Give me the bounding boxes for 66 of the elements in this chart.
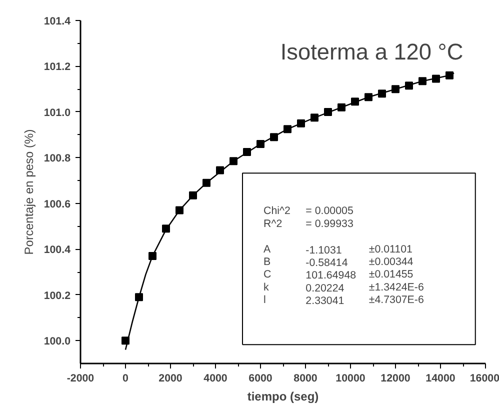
- y-tick-label: 100.6: [44, 198, 71, 210]
- annotation: C: [264, 268, 272, 281]
- annotation: 2.33041: [306, 295, 344, 308]
- point: [243, 148, 251, 156]
- x-tick-label: 4000: [204, 372, 228, 384]
- annotation: ±1.3424E-6: [368, 281, 424, 294]
- y-axis-title: Porcentaje en peso (%): [22, 129, 36, 255]
- y-tick-label: 101.2: [44, 61, 71, 74]
- annotation: 101.64948: [306, 270, 356, 282]
- y-tick-label: 100.0: [44, 336, 71, 348]
- point: [392, 85, 400, 94]
- point: [378, 90, 386, 98]
- text: Isoterma a 120 °C: [280, 38, 464, 64]
- annotation: ±4.7307E-6: [368, 294, 424, 306]
- annotation: A: [264, 243, 272, 256]
- annotation: -0.58414: [306, 256, 348, 269]
- point: [446, 71, 454, 80]
- x-tick-label: 8000: [294, 372, 318, 384]
- point: [324, 108, 332, 116]
- point: [270, 133, 278, 142]
- point: [122, 336, 130, 345]
- point: [189, 191, 197, 200]
- point: [310, 114, 318, 122]
- point: [297, 119, 305, 128]
- x-tick-label: -2000: [66, 372, 94, 384]
- annotation: R^2: [264, 218, 282, 230]
- point: [148, 252, 156, 260]
- point: [162, 224, 170, 233]
- x-tick-label: 0: [122, 372, 129, 384]
- point: [216, 166, 224, 174]
- x-axis-title: tiempo (seg): [247, 390, 319, 404]
- annotation: ±0.00344: [368, 256, 414, 268]
- point: [418, 77, 426, 86]
- point: [284, 125, 292, 134]
- y-tick-label: 101.0: [44, 106, 71, 119]
- annotation: ±0.01455: [368, 268, 414, 281]
- annotation: = 0.00005: [306, 205, 354, 218]
- x-tick-label: 14000: [426, 372, 456, 384]
- annotation: k: [264, 281, 270, 294]
- point: [351, 98, 359, 106]
- y-tick-label: 100.2: [44, 290, 71, 302]
- point: [432, 74, 440, 83]
- x-tick-label: 10000: [336, 372, 366, 384]
- x-tick-label: 12000: [380, 372, 410, 384]
- y-tick-label: 100.4: [44, 244, 71, 256]
- point: [256, 140, 264, 148]
- y-tick-label: 101.4: [44, 16, 71, 28]
- point: [405, 82, 413, 90]
- annotation: 0.20224: [306, 282, 344, 294]
- point: [338, 103, 346, 112]
- annotation: ±0.01101: [368, 243, 413, 256]
- annotation: l: [264, 294, 266, 306]
- annotation: -1.1031: [306, 244, 342, 256]
- y-tick-label: 100.8: [44, 152, 71, 165]
- point: [176, 206, 184, 214]
- annotation: = 0.99933: [306, 218, 354, 230]
- x-tick-label: 16000: [470, 372, 499, 384]
- point: [135, 293, 143, 302]
- annotation: B: [264, 256, 271, 268]
- annotation: Chi^2: [264, 205, 291, 218]
- line-series: [124, 71, 455, 350]
- point: [202, 178, 210, 187]
- point: [364, 93, 372, 102]
- x-tick-label: 6000: [248, 372, 272, 384]
- x-tick-label: 2000: [158, 372, 182, 384]
- point: [230, 157, 238, 166]
